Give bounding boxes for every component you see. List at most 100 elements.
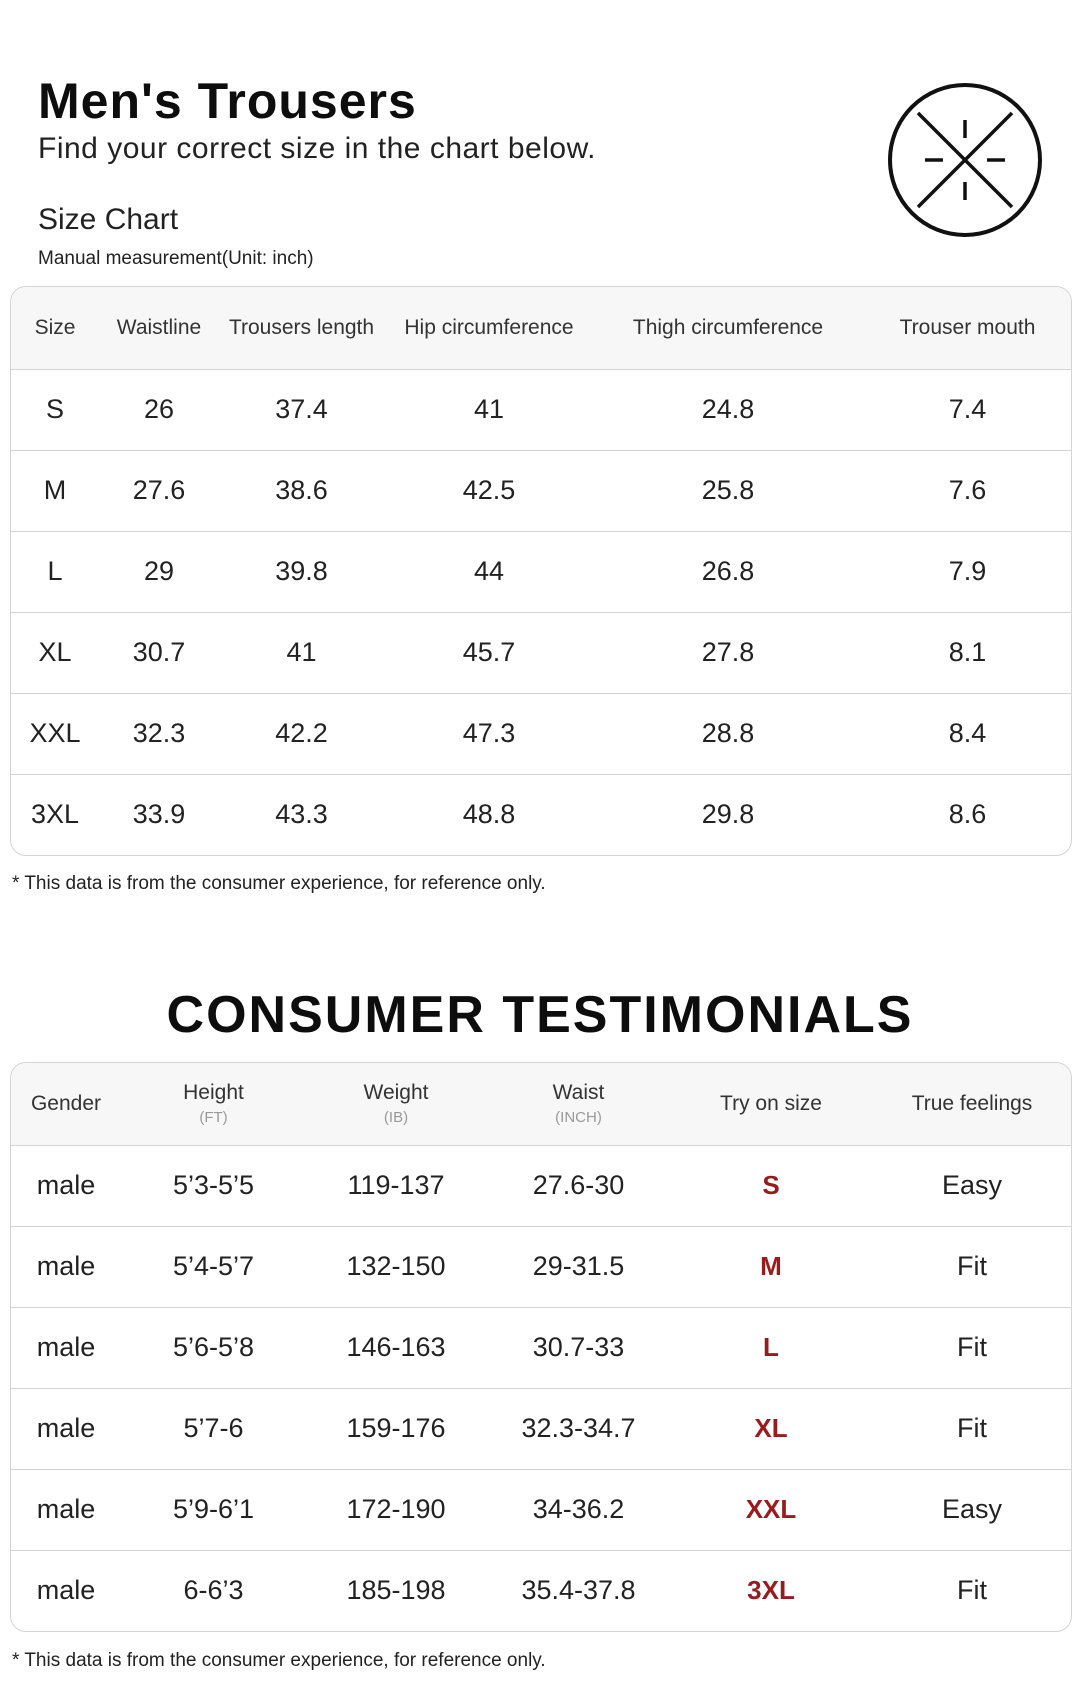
try-on-size-cell: XXL xyxy=(671,1468,871,1550)
size-cell: S xyxy=(45,394,64,424)
column-header: Thigh circumference xyxy=(594,287,862,370)
column-header-unit: (INCH) xyxy=(555,1109,602,1127)
column-header: Try on size xyxy=(671,1063,871,1146)
true-feelings-cell: Easy xyxy=(871,1468,1071,1550)
column-header-label: Gender xyxy=(30,1091,102,1115)
page-subtitle: Find your correct size in the chart belo… xyxy=(38,132,596,165)
table-cell: 32.3 xyxy=(99,692,219,774)
column-header-label: Height xyxy=(183,1081,244,1105)
waist-cell: 34-36.2 xyxy=(486,1468,671,1550)
column-header: Waistline xyxy=(99,287,219,370)
table-row: M 27.6 38.6 42.5 25.8 7.6 xyxy=(11,449,1071,531)
try-on-size-cell: L xyxy=(671,1306,871,1388)
table-cell: 38.6 xyxy=(219,449,384,531)
testimonials-table: Gender Height (FT) Weight (IB) Waist (INCH)… xyxy=(11,1063,1071,1631)
column-header: Size xyxy=(11,287,99,370)
table-row: male 6-6’3 185-198 35.4-37.8 3XL Fit xyxy=(11,1549,1071,1631)
size-chart-table-card: Size Waistline Trousers length Hip circu… xyxy=(10,286,1072,856)
true-feelings-cell: Fit xyxy=(871,1549,1071,1631)
table-cell: 42.2 xyxy=(219,692,384,774)
weight-cell: 146-163 xyxy=(306,1306,486,1388)
table-cell: 26.8 xyxy=(594,530,862,612)
weight-cell: 159-176 xyxy=(306,1387,486,1469)
table-cell: 27.6 xyxy=(99,449,219,531)
weight-cell: 172-190 xyxy=(306,1468,486,1550)
table-cell: 7.4 xyxy=(948,394,987,424)
table-row: male 5’3-5’5 119-137 27.6-30 S Easy xyxy=(11,1145,1071,1226)
table-cell: 8.4 xyxy=(862,692,1071,774)
table-row: male 5’6-5’8 146-163 30.7-33 L Fit xyxy=(11,1306,1071,1388)
table-row: male 5’7-6 159-176 32.3-34.7 XL Fit xyxy=(11,1387,1071,1469)
try-on-size-cell: XL xyxy=(671,1387,871,1469)
size-chart-label: Size Chart xyxy=(38,203,179,236)
table-cell: 37.4 xyxy=(275,394,328,424)
table-cell: 30.7 xyxy=(99,611,219,693)
height-cell: 5’3-5’5 xyxy=(172,1170,255,1200)
column-header: Gender xyxy=(11,1063,121,1146)
table-cell: 41 xyxy=(219,611,384,693)
testimonials-footnote: * This data is from the consumer experie… xyxy=(12,1650,546,1671)
true-feelings-cell: Easy xyxy=(941,1170,1003,1200)
waist-cell: 27.6-30 xyxy=(532,1170,625,1200)
size-chart-header-row: Size Waistline Trousers length Hip circu… xyxy=(11,287,1071,370)
page-title: Men's Trousers xyxy=(38,73,417,129)
waist-cell: 29-31.5 xyxy=(486,1225,671,1307)
height-cell: 5’9-6’1 xyxy=(121,1468,306,1550)
table-row: male 5’9-6’1 172-190 34-36.2 XXL Easy xyxy=(11,1468,1071,1550)
table-cell: 39.8 xyxy=(219,530,384,612)
gender-cell: male xyxy=(11,1468,121,1550)
table-cell: 42.5 xyxy=(384,449,594,531)
column-header: Height (FT) xyxy=(121,1063,306,1146)
table-row: male 5’4-5’7 132-150 29-31.5 M Fit xyxy=(11,1225,1071,1307)
table-cell: 33.9 xyxy=(99,773,219,855)
table-cell: 47.3 xyxy=(384,692,594,774)
gender-cell: male xyxy=(11,1225,121,1307)
weight-cell: 119-137 xyxy=(347,1170,445,1200)
table-row: S 26 37.4 41 24.8 7.4 xyxy=(11,369,1071,450)
table-row: L 29 39.8 44 26.8 7.9 xyxy=(11,530,1071,612)
height-cell: 6-6’3 xyxy=(121,1549,306,1631)
column-header-unit: (FT) xyxy=(199,1109,228,1127)
table-cell: 7.9 xyxy=(862,530,1071,612)
table-cell: 26 xyxy=(143,394,175,424)
true-feelings-cell: Fit xyxy=(871,1306,1071,1388)
table-cell: 43.3 xyxy=(219,773,384,855)
waist-cell: 30.7-33 xyxy=(486,1306,671,1388)
column-header: Trouser mouth xyxy=(862,287,1071,370)
true-feelings-cell: Fit xyxy=(871,1225,1071,1307)
waist-cell: 32.3-34.7 xyxy=(486,1387,671,1469)
weight-cell: 132-150 xyxy=(306,1225,486,1307)
table-cell: 8.6 xyxy=(862,773,1071,855)
table-cell: 24.8 xyxy=(701,394,755,424)
table-cell: 41 xyxy=(473,394,505,424)
height-cell: 5’6-5’8 xyxy=(121,1306,306,1388)
column-header-label: Try on size xyxy=(720,1091,822,1115)
table-cell: 29 xyxy=(99,530,219,612)
table-row: 3XL 33.9 43.3 48.8 29.8 8.6 xyxy=(11,773,1071,855)
weight-cell: 185-198 xyxy=(306,1549,486,1631)
column-header-label: Waist xyxy=(552,1081,605,1105)
column-header-unit: (IB) xyxy=(383,1109,409,1127)
size-cell: XXL xyxy=(11,692,99,774)
column-header-label: True feelings xyxy=(911,1091,1033,1115)
size-cell: XL xyxy=(11,611,99,693)
size-chart-footnote: * This data is from the consumer experie… xyxy=(12,873,546,894)
column-header: Waist (INCH) xyxy=(486,1063,671,1146)
try-on-size-cell: S xyxy=(762,1170,780,1200)
column-header: Trousers length xyxy=(219,287,384,370)
gender-cell: male xyxy=(11,1387,121,1469)
size-cell: L xyxy=(11,530,99,612)
true-feelings-cell: Fit xyxy=(871,1387,1071,1469)
testimonials-table-card: Gender Height (FT) Weight (IB) Waist (INCH)… xyxy=(10,1062,1072,1632)
table-cell: 27.8 xyxy=(594,611,862,693)
size-cell: M xyxy=(11,449,99,531)
testimonials-header-row: Gender Height (FT) Weight (IB) Waist (INCH)… xyxy=(11,1063,1071,1146)
table-row: XXL 32.3 42.2 47.3 28.8 8.4 xyxy=(11,692,1071,774)
try-on-size-cell: M xyxy=(671,1225,871,1307)
brand-logo-icon xyxy=(888,83,1042,237)
testimonials-title: CONSUMER TESTIMONIALS xyxy=(166,986,914,1044)
table-cell: 44 xyxy=(384,530,594,612)
size-cell: 3XL xyxy=(11,773,99,855)
try-on-size-cell: 3XL xyxy=(671,1549,871,1631)
size-chart-table: Size Waistline Trousers length Hip circu… xyxy=(11,287,1071,855)
